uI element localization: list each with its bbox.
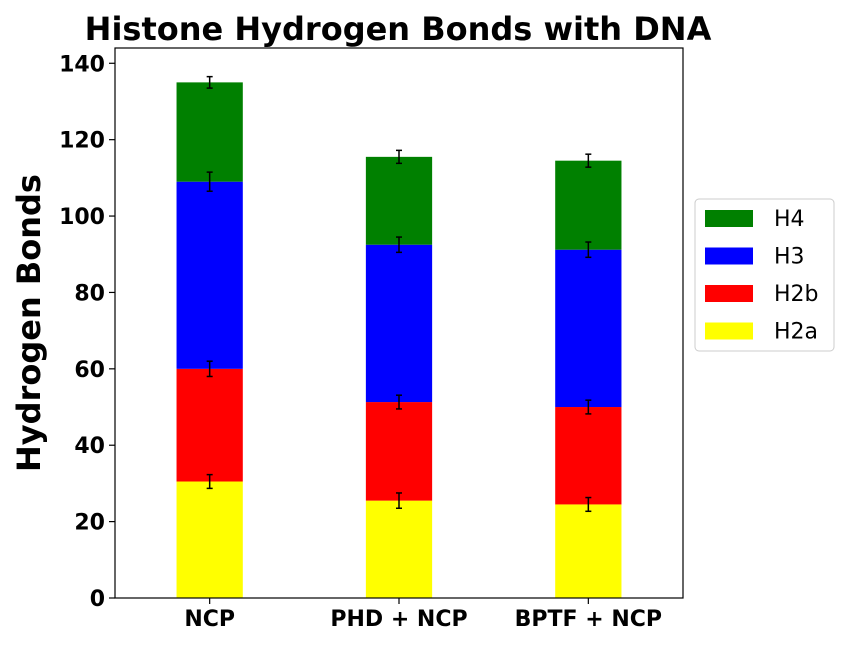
bar-h2b-0 [176, 368, 243, 482]
legend-label-h2a: H2a [774, 320, 818, 345]
y-tick-label: 0 [90, 587, 105, 612]
x-axis: NCP PHD + NCP BPTF + NCP [184, 598, 662, 632]
y-axis: 0 20 40 60 80 100 120 140 [59, 52, 115, 612]
legend-swatch-h2a [705, 322, 753, 340]
bar-h3-0 [176, 181, 243, 369]
error-bar-h2b-1 [396, 394, 402, 410]
bar-h3-1 [365, 244, 433, 403]
y-tick-label: 20 [74, 511, 105, 536]
error-bar-h2b-0 [206, 360, 213, 378]
y-tick-label: 100 [59, 205, 105, 230]
x-tick-label: PHD + NCP [330, 607, 467, 632]
bar-h2a-0 [176, 481, 243, 598]
legend-swatch-h2b [705, 285, 753, 302]
x-tick-label: BPTF + NCP [515, 607, 662, 632]
error-bar-h4-2 [585, 153, 592, 168]
error-bar-h4-1 [396, 149, 402, 165]
legend-label-h4: H4 [774, 207, 805, 232]
bar-h2b-1 [365, 402, 433, 501]
error-bar-h2b-2 [585, 399, 592, 415]
y-tick-label: 120 [59, 129, 105, 154]
error-bar-h3-2 [585, 241, 592, 259]
legend-box [694, 198, 835, 352]
legend-label-h2b: H2b [774, 282, 819, 307]
bar-h4-1 [365, 156, 433, 245]
bar-h2a-1 [365, 500, 433, 598]
bar-h4-0 [176, 82, 243, 182]
chart-title: Histone Hydrogen Bonds with DNA [85, 10, 712, 48]
bar-h4-2 [555, 160, 622, 250]
bar-h2b-2 [555, 407, 622, 505]
legend: H4 H3 H2b H2a [694, 198, 835, 352]
error-bar-h2a-0 [206, 473, 213, 490]
legend-swatch-h3 [705, 247, 753, 265]
error-bar-h3-0 [206, 171, 213, 192]
bars-layer [176, 82, 622, 598]
error-bar-h2a-2 [585, 496, 592, 513]
error-bar-h3-1 [396, 236, 402, 254]
y-axis-label: Hydrogen Bonds [10, 174, 48, 472]
error-bars-layer [206, 75, 592, 513]
x-tick-label: NCP [184, 607, 235, 632]
legend-label-h3: H3 [774, 245, 805, 270]
y-tick-label: 40 [74, 434, 105, 459]
y-tick-label: 80 [74, 281, 105, 306]
legend-swatch-h4 [705, 210, 753, 227]
y-tick-label: 140 [59, 52, 105, 77]
error-bar-h2a-1 [396, 492, 402, 509]
bar-h3-2 [555, 249, 622, 408]
error-bar-h4-0 [206, 75, 213, 89]
bar-h2a-2 [555, 504, 622, 598]
y-tick-label: 60 [74, 358, 105, 383]
